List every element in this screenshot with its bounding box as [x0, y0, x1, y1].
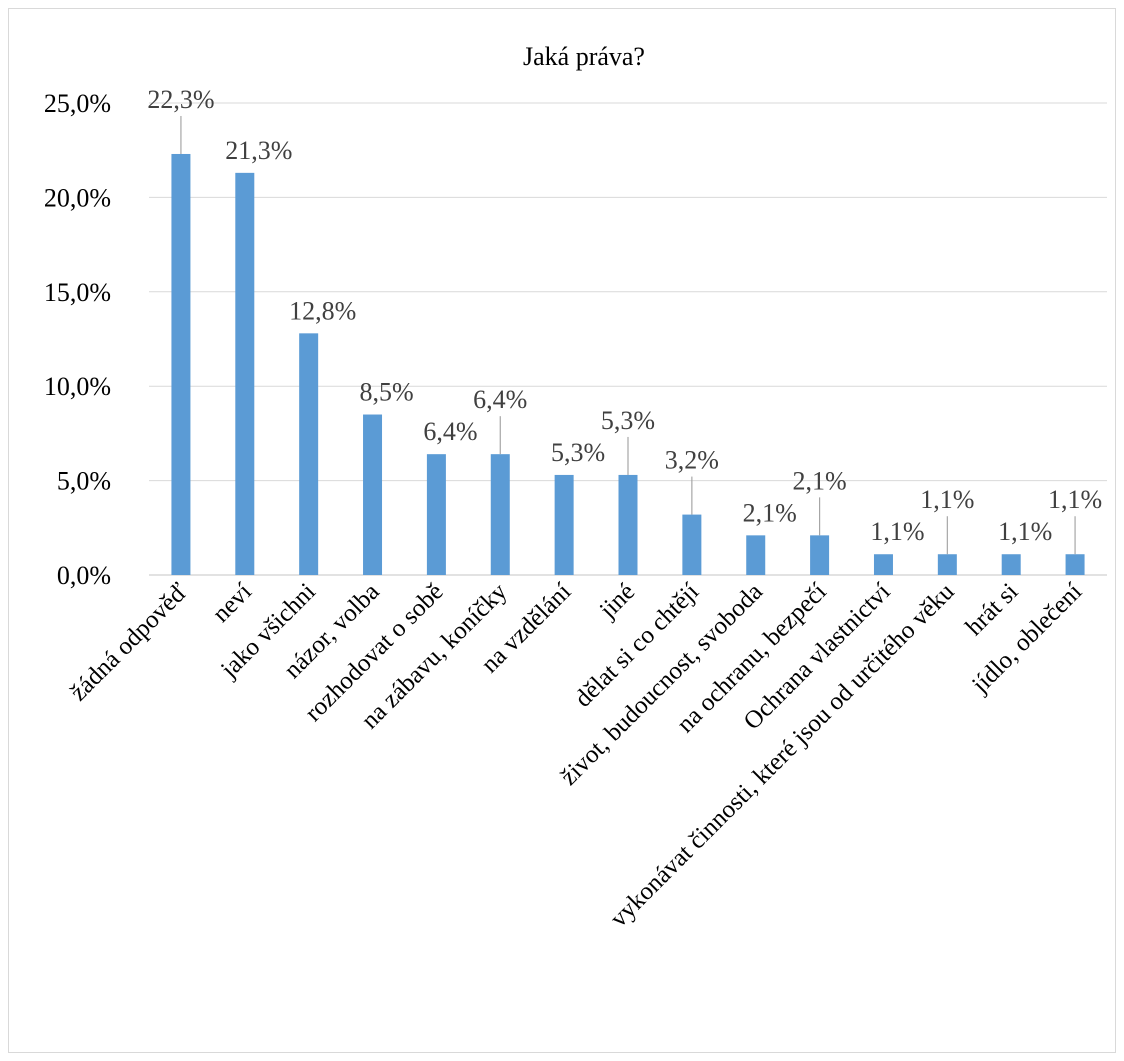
- bar: [554, 474, 574, 575]
- y-tick-label: 15,0%: [44, 278, 111, 307]
- data-label: 2,1%: [743, 498, 797, 527]
- bar: [618, 474, 638, 575]
- y-tick-label: 25,0%: [44, 89, 111, 118]
- category-label: žádná odpověď: [65, 578, 193, 706]
- data-label: 1,1%: [1048, 485, 1102, 514]
- bar: [426, 454, 446, 575]
- data-label: 8,5%: [359, 378, 413, 407]
- data-label: 6,4%: [473, 385, 527, 414]
- bar: [682, 514, 702, 575]
- bar-chart: Jaká práva? 0,0% 5,0% 10,0% 15,0% 20,0% 25,0%…: [44, 42, 1107, 933]
- data-label: 21,3%: [225, 136, 292, 165]
- category-label: neví: [208, 578, 258, 628]
- data-label: 12,8%: [289, 296, 356, 325]
- bar: [1065, 554, 1085, 575]
- y-tick-label: 0,0%: [57, 561, 111, 590]
- data-labels: 22,3% 21,3% 12,8% 8,5% 6,4% 6,4% 5,3% 5,3% 3,2% 2…: [147, 85, 1102, 546]
- data-label: 1,1%: [998, 517, 1052, 546]
- bar: [746, 535, 766, 575]
- bar: [299, 333, 319, 575]
- data-label-leaders: [180, 115, 1076, 555]
- bars: [171, 153, 1085, 575]
- bar: [873, 554, 893, 575]
- data-label: 1,1%: [870, 517, 924, 546]
- y-tick-label: 5,0%: [57, 467, 111, 496]
- bar: [363, 414, 383, 575]
- data-label: 1,1%: [920, 485, 974, 514]
- data-label: 5,3%: [601, 406, 655, 435]
- y-axis-ticks: 0,0% 5,0% 10,0% 15,0% 20,0% 25,0%: [44, 89, 111, 590]
- y-tick-label: 20,0%: [44, 183, 111, 212]
- data-label: 22,3%: [147, 85, 214, 114]
- bar: [810, 535, 830, 575]
- data-label: 2,1%: [793, 466, 847, 495]
- chart-title: Jaká práva?: [523, 42, 645, 71]
- chart-frame: Jaká práva? 0,0% 5,0% 10,0% 15,0% 20,0% 25,0%…: [8, 8, 1116, 1053]
- category-label: jiné: [594, 578, 640, 624]
- bar: [937, 554, 957, 575]
- bar: [171, 153, 191, 575]
- category-label: jídlo, oblečení: [966, 578, 1087, 699]
- data-label: 6,4%: [423, 417, 477, 446]
- data-label: 5,3%: [551, 438, 605, 467]
- bar: [1001, 554, 1021, 575]
- bar: [235, 172, 255, 575]
- bar: [490, 454, 510, 575]
- y-tick-label: 10,0%: [44, 372, 111, 401]
- data-label: 3,2%: [665, 446, 719, 475]
